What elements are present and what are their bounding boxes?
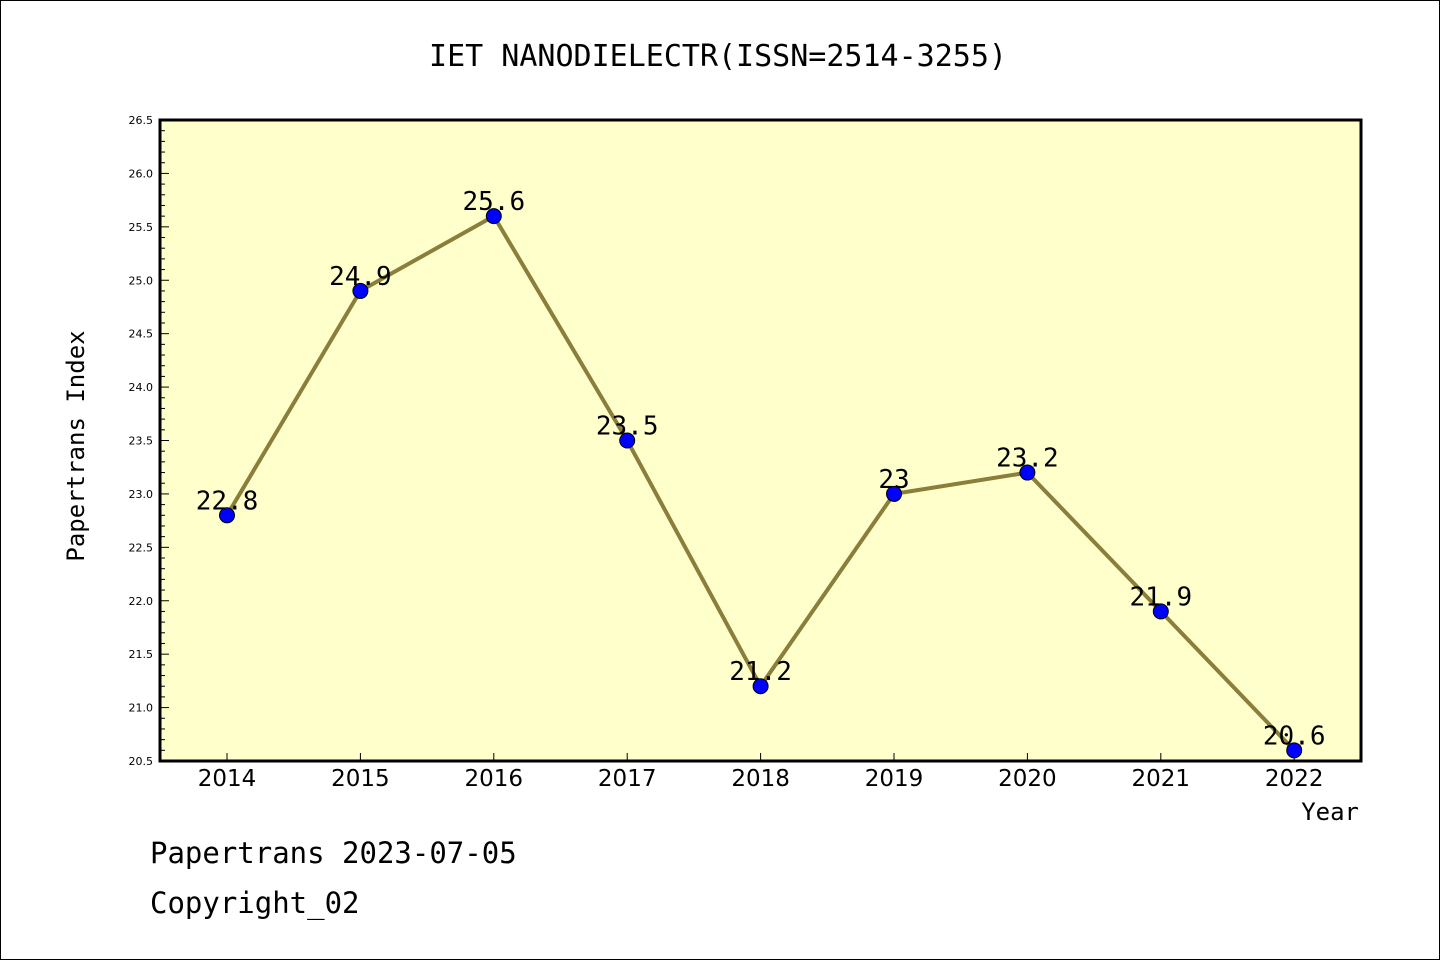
data-point-marker xyxy=(619,432,636,449)
x-tick-label: 2016 xyxy=(465,766,524,792)
y-axis-ticks: 20.5 21.0 21.5 22.0 22.5 23.0 23.5 24.0 24.5 25.0… xyxy=(129,114,169,768)
data-value-label: 22.8 xyxy=(196,486,259,516)
data-value-label: 21.9 xyxy=(1129,582,1192,612)
y-tick-label: 25.5 xyxy=(129,221,154,234)
data-point-marker xyxy=(1019,464,1036,481)
y-tick-label: 24.5 xyxy=(129,328,154,341)
x-tick-label: 2018 xyxy=(731,766,790,792)
y-tick-label: 21.0 xyxy=(129,702,154,715)
data-point-marker xyxy=(752,678,769,695)
data-value-label: 23 xyxy=(878,465,909,495)
data-value-label: 21.2 xyxy=(729,657,792,687)
y-axis-label: Papertrans Index xyxy=(62,330,90,561)
plot-area xyxy=(158,118,1363,763)
y-tick-label: 25.0 xyxy=(129,274,154,287)
x-tick-label: 2014 xyxy=(198,766,257,792)
data-point-marker xyxy=(485,208,502,225)
x-tick-label: 2021 xyxy=(1132,766,1191,792)
data-value-label: 25.6 xyxy=(462,187,525,217)
chart-title: IET NANODIELECTR(ISSN=2514-3255) xyxy=(429,39,1007,74)
y-tick-label: 26.0 xyxy=(129,167,154,180)
data-value-label: 20.6 xyxy=(1263,721,1326,751)
y-tick-label: 24.0 xyxy=(129,381,154,394)
footer-date-line: Papertrans 2023-07-05 xyxy=(150,836,517,870)
x-tick-label: 2015 xyxy=(331,766,390,792)
data-point-marker xyxy=(219,507,235,524)
data-value-label: 23.2 xyxy=(996,444,1059,474)
x-tick-label: 2020 xyxy=(998,766,1057,792)
x-axis-label: Year xyxy=(1301,798,1359,826)
y-tick-label: 23.0 xyxy=(129,488,154,501)
x-tick-label: 2017 xyxy=(598,766,657,792)
y-tick-label: 26.5 xyxy=(129,114,154,127)
y-tick-label: 20.5 xyxy=(129,755,154,768)
footer-copyright: Copyright_02 xyxy=(150,886,360,920)
data-value-label: 23.5 xyxy=(596,412,659,442)
y-tick-label: 21.5 xyxy=(129,648,154,661)
data-markers xyxy=(219,208,1303,759)
x-tick-label: 2022 xyxy=(1265,766,1324,792)
x-axis-ticks: 2014 2015 2016 2017 2018 2019 2020 2021 2022 xyxy=(198,753,1324,792)
data-point-marker xyxy=(352,282,369,299)
data-labels: 22.8 24.9 25.6 23.5 21.2 23 23.2 21.9 20.6 xyxy=(196,187,1326,751)
data-point-marker xyxy=(1152,603,1169,620)
x-tick-label: 2019 xyxy=(865,766,924,792)
data-point-marker xyxy=(886,485,902,502)
y-tick-label: 22.0 xyxy=(129,595,154,608)
data-value-label: 24.9 xyxy=(329,262,392,292)
y-tick-label: 23.5 xyxy=(129,435,154,448)
data-point-marker xyxy=(1286,742,1303,759)
y-tick-label: 22.5 xyxy=(129,541,154,554)
